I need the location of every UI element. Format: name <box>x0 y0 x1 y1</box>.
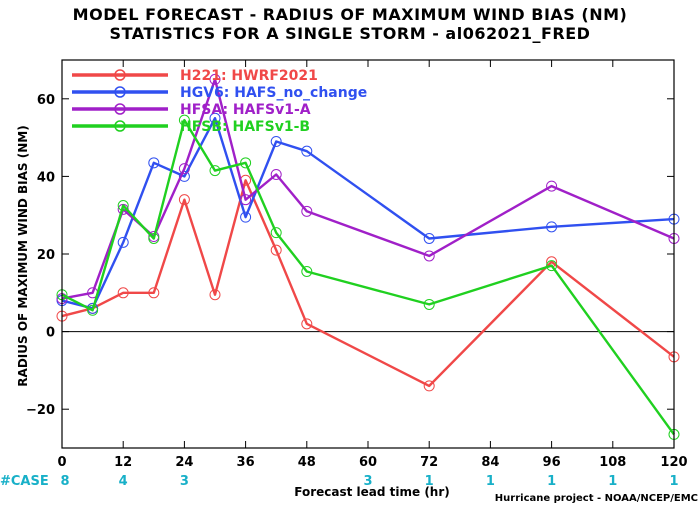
data-point <box>148 157 160 169</box>
x-tick-label: 120 <box>660 455 687 470</box>
data-point <box>117 200 129 211</box>
data-point <box>87 304 99 316</box>
legend-label: H221: HWRF2021 <box>180 68 318 84</box>
data-point <box>546 180 558 192</box>
data-point <box>178 114 190 126</box>
y-tick-label: 60 <box>37 93 55 108</box>
x-axis-label: Forecast lead time (hr) <box>294 485 450 499</box>
case-count: 1 <box>547 474 556 489</box>
case-count: 4 <box>119 474 128 489</box>
x-tick-label: 36 <box>237 455 255 470</box>
data-point <box>209 112 221 124</box>
data-point <box>546 260 558 272</box>
data-point <box>423 250 435 262</box>
data-point <box>209 165 221 177</box>
case-count: 3 <box>180 474 189 489</box>
case-label: #CASE <box>0 474 49 489</box>
data-point <box>423 232 435 244</box>
data-point <box>148 232 160 244</box>
case-count: 1 <box>608 474 617 489</box>
legend-marker <box>114 69 126 81</box>
case-count: 8 <box>60 474 69 489</box>
plot-frame <box>61 59 675 449</box>
series-line <box>61 78 675 300</box>
data-point <box>301 205 313 217</box>
y-axis-label: RADIUS OF MAXIMUM WIND BIAS (NM) <box>16 125 30 386</box>
x-tick-label: 48 <box>298 455 316 470</box>
data-point <box>240 157 252 169</box>
chart-subtitle: STATISTICS FOR A SINGLE STORM - al062021… <box>110 24 591 43</box>
axes: −20 0 20 40 60 0 12 24 36 48 60 72 84 96 108 120 <box>26 59 688 470</box>
data-point <box>423 380 435 392</box>
y-tick-label: 40 <box>37 170 55 185</box>
data-point <box>240 211 252 223</box>
data-point <box>209 73 221 85</box>
data-point <box>117 236 129 248</box>
x-tick-label: 108 <box>599 455 626 470</box>
data-point <box>178 163 190 175</box>
data-point <box>270 227 282 239</box>
data-point <box>178 194 190 206</box>
data-point <box>301 318 313 330</box>
case-count: 1 <box>425 474 434 489</box>
data-point <box>209 289 221 301</box>
x-tick-label: 60 <box>359 455 377 470</box>
legend-label: HFSB: HAFSv1-B <box>180 119 310 135</box>
data-point <box>423 298 435 310</box>
series-group <box>56 73 680 440</box>
legend-marker <box>114 103 126 115</box>
x-tick-label: 84 <box>481 455 499 470</box>
data-point <box>117 287 129 299</box>
legend-marker <box>114 120 126 132</box>
case-count: 1 <box>486 474 495 489</box>
data-point <box>240 194 252 206</box>
data-point <box>301 145 313 157</box>
data-point <box>301 265 313 277</box>
x-tick-label: 72 <box>420 455 438 470</box>
series-line <box>61 116 675 310</box>
case-count: 3 <box>363 474 372 489</box>
x-tick-label: 24 <box>175 455 193 470</box>
data-point <box>270 135 282 147</box>
y-tick-label: 20 <box>37 248 55 263</box>
legend-label: HGV6: HAFS_no_change <box>180 85 367 101</box>
y-tick-label: −20 <box>26 403 55 418</box>
case-count: 1 <box>669 474 678 489</box>
data-point <box>270 244 282 256</box>
x-tick-label: 12 <box>114 455 132 470</box>
legend-marker <box>114 86 126 98</box>
series-line <box>61 118 675 436</box>
credit-text: Hurricane project - NOAA/NCEP/EMC <box>495 493 698 504</box>
data-point <box>148 287 160 299</box>
data-point <box>546 221 558 233</box>
data-point <box>270 168 282 180</box>
x-tick-label: 0 <box>57 455 66 470</box>
x-tick-label: 96 <box>543 455 561 470</box>
case-counts: #CASE 8 4 3 3 1 1 1 1 1 <box>0 474 679 489</box>
legend-label: HFSA: HAFSv1-A <box>180 102 311 118</box>
y-tick-label: 0 <box>46 326 55 341</box>
series-line <box>61 179 675 388</box>
chart-title: MODEL FORECAST - RADIUS OF MAXIMUM WIND … <box>73 5 628 24</box>
